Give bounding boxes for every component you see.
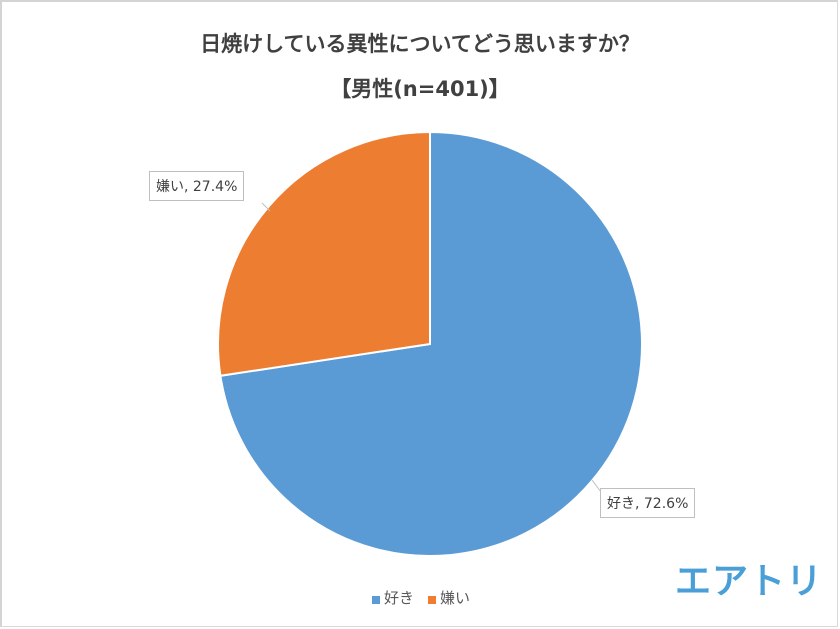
pie-slice-dislike[interactable] <box>217 130 431 377</box>
chart-legend: 好き 嫌い <box>372 587 470 608</box>
leader-line-dislike <box>261 202 271 212</box>
leader-line-like <box>591 479 602 493</box>
legend-swatch-like <box>372 595 380 604</box>
legend-label-dislike: 嫌い <box>440 589 471 607</box>
legend-label-like: 好き <box>384 589 415 607</box>
legend-item-like[interactable]: 好き <box>372 587 414 608</box>
data-label-dislike: 嫌い, 27.4% <box>149 171 245 201</box>
data-label-like: 好き, 72.6% <box>600 488 696 518</box>
pie-slice-like[interactable] <box>219 130 643 557</box>
chart-title: 日焼けしている異性についてどう思いますか？ <box>200 32 640 56</box>
chart-subtitle: 【男性(n=401)】 <box>330 77 510 101</box>
legend-swatch-dislike <box>428 595 437 604</box>
legend-item-dislike[interactable]: 嫌い <box>428 587 470 608</box>
brand-logo: エアトリ <box>675 561 824 602</box>
